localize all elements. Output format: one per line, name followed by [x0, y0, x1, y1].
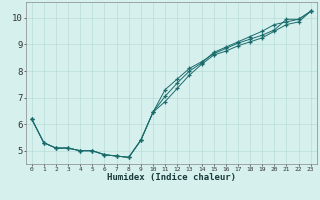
X-axis label: Humidex (Indice chaleur): Humidex (Indice chaleur): [107, 173, 236, 182]
